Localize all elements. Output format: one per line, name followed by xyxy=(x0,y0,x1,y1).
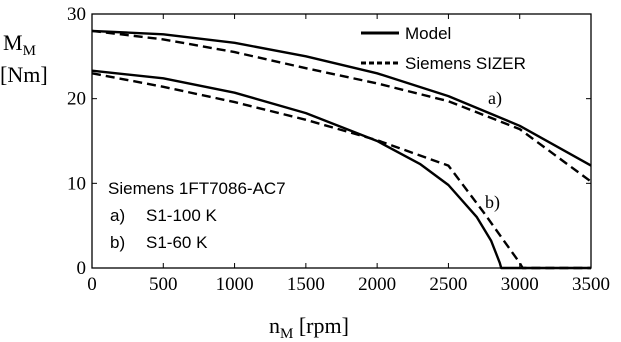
series-model-a xyxy=(91,29,592,167)
info-box: Siemens 1FT7086-AC7 a) S1-100 K b) S1-60… xyxy=(108,179,286,252)
series-sizer-b xyxy=(91,72,591,270)
y-tick-label: 10 xyxy=(67,173,86,194)
x-ticks: 0 500 1000 1500 2000 2500 3000 3500 xyxy=(87,14,610,295)
x-axis-label-main: n xyxy=(269,313,280,338)
legend-label-model: Model xyxy=(405,24,451,43)
info-box-item-b-text: S1-60 K xyxy=(146,233,208,252)
x-tick-label: 500 xyxy=(149,274,178,295)
y-axis-label-main: M xyxy=(3,30,23,55)
series-sizer-a xyxy=(91,29,592,183)
plot-frame xyxy=(91,13,592,269)
x-tick-label: 2500 xyxy=(429,274,467,295)
y-tick-label: 20 xyxy=(67,89,86,110)
x-axis-label-sub: M xyxy=(280,326,293,342)
x-axis-label: nM [rpm] xyxy=(269,313,349,342)
x-tick-label: 3500 xyxy=(572,274,610,295)
annotation-curve-b: b) xyxy=(485,192,500,213)
series-model-b xyxy=(91,69,591,270)
x-axis-label-unit: [rpm] xyxy=(293,313,349,338)
x-tick-label: 1500 xyxy=(287,274,325,295)
y-tick-label: 30 xyxy=(67,4,86,25)
y-ticks: 0 10 20 30 xyxy=(67,4,591,279)
y-axis-label-sub: M xyxy=(23,43,36,59)
curves xyxy=(91,29,592,270)
plot-frame-group xyxy=(91,13,592,269)
annotation-curve-a: a) xyxy=(488,88,502,109)
y-axis-unit: [Nm] xyxy=(0,62,48,87)
info-box-title: Siemens 1FT7086-AC7 xyxy=(108,179,286,198)
x-tick-label: 2000 xyxy=(358,274,396,295)
x-tick-label: 1000 xyxy=(216,274,254,295)
legend: Model Siemens SIZER xyxy=(361,24,526,73)
x-tick-label: 3000 xyxy=(501,274,539,295)
y-tick-label: 0 xyxy=(77,258,87,279)
x-tick-label: 0 xyxy=(87,274,97,295)
y-axis-label: MM xyxy=(3,30,36,59)
info-box-item-a-text: S1-100 K xyxy=(146,206,218,225)
info-box-item-b-tag: b) xyxy=(110,233,125,252)
legend-label-sizer: Siemens SIZER xyxy=(405,54,526,73)
info-box-item-a-tag: a) xyxy=(110,206,125,225)
